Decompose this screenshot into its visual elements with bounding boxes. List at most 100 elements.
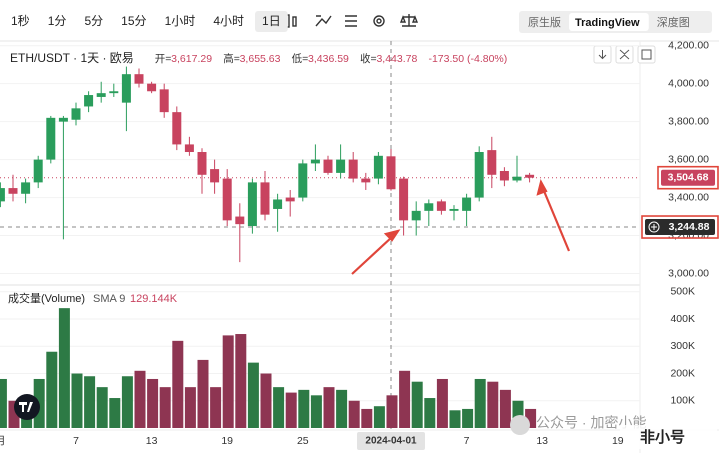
candle-body (84, 95, 94, 107)
candle-body (260, 182, 270, 215)
volume-bar (386, 395, 398, 428)
candle-body (109, 91, 119, 94)
x-tick-label: 13 (146, 435, 158, 447)
interval-button[interactable]: 1分 (48, 14, 67, 28)
candle-body (21, 182, 31, 194)
legend-label: 高= (223, 52, 240, 65)
x-tick-label: 19 (221, 435, 233, 447)
volume-tick-label: 500K (670, 286, 695, 298)
candle-body (336, 159, 346, 173)
watermark-icon (510, 415, 530, 435)
icon-settings-center (376, 18, 382, 24)
candle-body (525, 174, 535, 178)
watermark-badge-bg (620, 425, 717, 449)
volume-title: 成交量(Volume) (8, 291, 85, 305)
candle-body (361, 178, 371, 183)
candle-body (449, 208, 459, 211)
volume-tick-label: 100K (670, 395, 695, 407)
volume-bar (210, 387, 222, 428)
volume-bar (285, 392, 297, 428)
view-button[interactable]: 深度图 (657, 15, 690, 29)
candle-body (210, 169, 220, 183)
arrow-1-head (383, 229, 401, 242)
candle-body (348, 159, 358, 179)
crosshair-add-plus (651, 224, 657, 231)
x-tick-label: 2024-04-01 (365, 436, 417, 447)
candle-body (197, 152, 207, 175)
legend-value: 3,655.63 (240, 53, 281, 65)
candle-body (474, 152, 484, 198)
candle-body (58, 117, 68, 122)
volume-bar (462, 408, 474, 428)
crosshair-add-icon[interactable] (648, 221, 660, 233)
last-price-badge (661, 169, 715, 186)
interval-button[interactable]: 4小时 (213, 14, 244, 28)
sma-value: 129.144K (130, 293, 178, 305)
legend-label: 收= (360, 52, 377, 65)
arrow-1 (351, 236, 393, 275)
watermark-text: 公众号 · 加密小能 (536, 415, 646, 431)
crosshair-price-badge (645, 219, 715, 236)
interval-button[interactable]: 1小时 (165, 14, 196, 28)
volume-bar (348, 400, 360, 428)
candle-body (285, 197, 295, 202)
icon-collapse (619, 49, 630, 60)
candle-body (33, 159, 43, 183)
x-tick-label: 月 (0, 435, 6, 447)
candle-body (147, 83, 157, 92)
crosshair-date-bg (357, 432, 425, 450)
volume-bar (46, 351, 58, 428)
candle-body (436, 201, 446, 211)
volume-bar (525, 408, 537, 428)
icon-menu[interactable] (345, 15, 357, 27)
volume-bar (323, 387, 335, 428)
pane-buttons (593, 45, 656, 64)
candle-body (134, 74, 144, 84)
symbol-title: ETH/USDT · 1天 · 欧易 (10, 51, 134, 65)
interval-button[interactable]: 15分 (121, 14, 146, 28)
candle-body (46, 117, 56, 160)
volume-bar (310, 395, 322, 428)
annotation-box (641, 215, 719, 239)
candle-body (96, 93, 106, 97)
volume-bar (449, 410, 461, 428)
icon-compare[interactable] (399, 14, 419, 27)
volume-bar (424, 398, 436, 428)
volume-tick-label: 200K (670, 367, 695, 379)
annotation-arrows (351, 179, 571, 275)
volume-bar (247, 362, 259, 428)
x-tick-label: 19 (612, 435, 624, 447)
x-tick-label: 25 (297, 435, 309, 447)
icon-settings[interactable] (373, 15, 385, 27)
volume-bar (411, 381, 423, 428)
volume-bar (298, 389, 310, 428)
volume-bar (399, 370, 411, 428)
y-tick-label: 3,600.00 (668, 153, 709, 165)
volume-bar (512, 400, 524, 428)
legend-value: 3,617.29 (171, 53, 212, 65)
interval-button[interactable]: 5分 (84, 14, 103, 28)
btn-maximize[interactable] (637, 45, 656, 64)
volume-bar (260, 373, 272, 428)
y-tick-label: 3,000.00 (668, 267, 709, 279)
interval-active-bg (255, 11, 288, 32)
volume-bar (159, 387, 171, 428)
icon-indicators[interactable] (315, 15, 332, 27)
view-button[interactable]: 原生版 (528, 15, 561, 29)
view-button[interactable]: TradingView (575, 17, 640, 29)
candle-body (121, 74, 131, 103)
legend-change: -173.50 (-4.80%) (428, 53, 507, 65)
candle-body (71, 108, 81, 120)
interval-button[interactable]: 1日 (262, 14, 281, 28)
last-price-label: 3,504.68 (668, 171, 709, 183)
view-active-bg (569, 13, 649, 31)
volume-bar (0, 378, 7, 428)
volume-bar (109, 398, 121, 428)
legend-label: 开= (155, 53, 172, 65)
candle-body (184, 144, 194, 153)
volume-bar (222, 335, 234, 428)
interval-button[interactable]: 1秒 (11, 14, 30, 28)
candle-body (273, 199, 283, 209)
volume-bar (336, 389, 348, 428)
